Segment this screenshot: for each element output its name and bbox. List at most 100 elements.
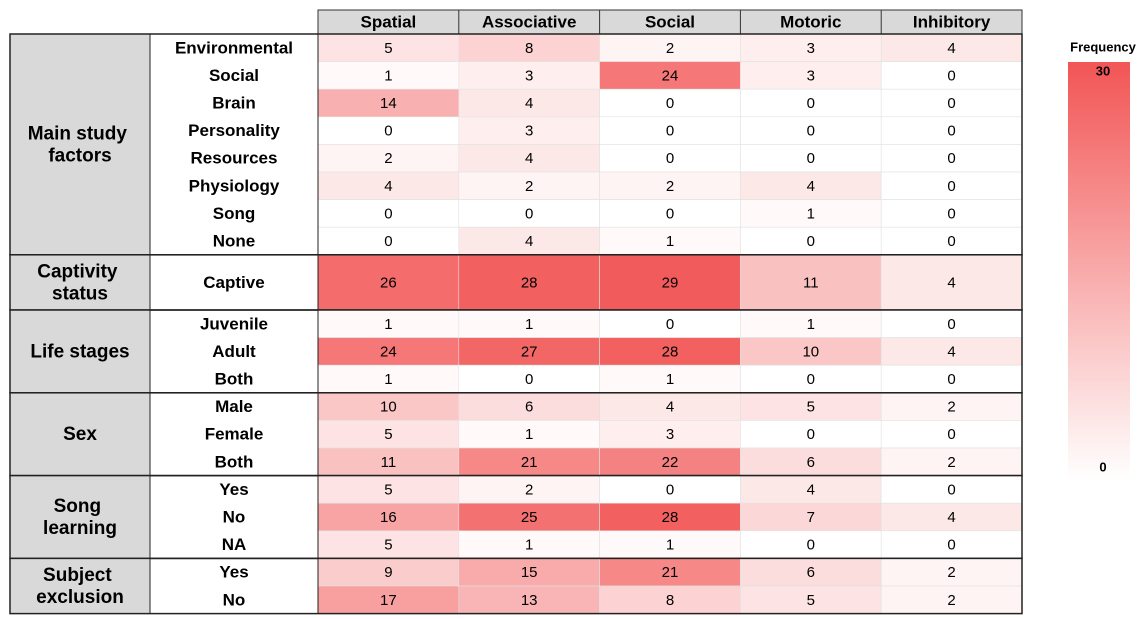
heat-cell xyxy=(880,226,1023,256)
heat-cell xyxy=(740,254,882,311)
cell-value: 0 xyxy=(666,150,674,167)
cell-value: 2 xyxy=(947,592,955,609)
cell-value: 28 xyxy=(662,343,679,360)
cell-value: 2 xyxy=(947,399,955,416)
colorbar-tick-label: 30 xyxy=(1096,63,1110,78)
cell-value: 0 xyxy=(807,537,815,554)
heat-cell xyxy=(458,199,600,228)
cell-value: 14 xyxy=(380,95,397,112)
heat-cell xyxy=(599,88,741,118)
heat-cell xyxy=(317,585,460,614)
cell-value: 9 xyxy=(384,564,392,581)
cell-value: 1 xyxy=(666,537,674,554)
row-label: Environmental xyxy=(175,38,293,57)
heat-cell xyxy=(740,475,882,504)
heat-cell xyxy=(740,392,882,421)
cell-value: 16 xyxy=(380,509,397,526)
cell-value: 2 xyxy=(525,481,533,498)
heat-cell xyxy=(599,33,741,62)
cell-value: 3 xyxy=(807,67,815,84)
cell-value: 17 xyxy=(380,592,397,609)
row-label: Social xyxy=(209,66,259,85)
cell-value: 1 xyxy=(666,233,674,250)
row-label: Adult xyxy=(212,342,256,361)
heat-cell xyxy=(599,475,741,504)
heat-cell xyxy=(599,337,741,366)
cell-value: 0 xyxy=(666,95,674,112)
cell-value: 0 xyxy=(947,481,955,498)
cell-value: 2 xyxy=(384,150,392,167)
cell-value: 28 xyxy=(521,274,538,291)
row-label: Physiology xyxy=(189,176,280,195)
heat-cell xyxy=(740,530,882,559)
heat-cell xyxy=(317,116,460,145)
cell-value: 1 xyxy=(525,316,533,333)
heat-cell xyxy=(317,337,460,366)
heat-cell xyxy=(880,530,1023,559)
cell-value: 4 xyxy=(947,40,955,57)
heat-cell xyxy=(599,420,741,449)
cell-value: 0 xyxy=(666,123,674,140)
heat-cell xyxy=(740,502,882,532)
cell-value: 1 xyxy=(807,205,815,222)
row-label: Brain xyxy=(212,93,255,112)
cell-value: 29 xyxy=(662,274,679,291)
heat-cell xyxy=(317,530,460,559)
heat-cell xyxy=(880,88,1023,118)
cell-value: 4 xyxy=(525,233,533,250)
row-label: Both xyxy=(215,369,254,388)
row-label: None xyxy=(213,231,256,250)
heat-cell xyxy=(599,144,741,173)
cell-value: 0 xyxy=(525,371,533,388)
heat-cell xyxy=(740,337,882,366)
cell-value: 5 xyxy=(384,40,392,57)
cell-value: 0 xyxy=(666,316,674,333)
cell-value: 4 xyxy=(807,481,815,498)
cell-value: 3 xyxy=(807,40,815,57)
heat-cell xyxy=(740,420,882,449)
cell-value: 5 xyxy=(807,399,815,416)
heat-cell xyxy=(880,502,1023,532)
cell-value: 0 xyxy=(807,150,815,167)
heat-cell xyxy=(599,254,741,311)
cell-value: 22 xyxy=(662,454,679,471)
cell-value: 3 xyxy=(525,123,533,140)
heat-cell xyxy=(880,171,1023,200)
heat-cell xyxy=(599,364,741,394)
heat-cell xyxy=(740,33,882,62)
cell-value: 2 xyxy=(666,40,674,57)
heat-cell xyxy=(458,171,600,200)
row-label: Juvenile xyxy=(200,314,268,333)
group-label: Song learning xyxy=(43,496,117,539)
cell-value: 8 xyxy=(525,40,533,57)
group-label-bg xyxy=(10,310,150,393)
heat-cell xyxy=(317,502,460,532)
cell-value: 15 xyxy=(521,564,538,581)
cell-value: 0 xyxy=(947,316,955,333)
group-label-bg xyxy=(10,475,150,559)
cell-value: 0 xyxy=(947,95,955,112)
group-label: Main study factors xyxy=(28,123,133,166)
cell-value: 4 xyxy=(947,274,955,291)
row-label: Yes xyxy=(219,563,248,582)
cell-value: 4 xyxy=(525,150,533,167)
heat-cell xyxy=(317,33,460,62)
heat-cell xyxy=(880,33,1023,62)
heat-cell xyxy=(880,61,1023,90)
cell-value: 0 xyxy=(947,150,955,167)
cell-value: 1 xyxy=(384,371,392,388)
cell-value: 1 xyxy=(384,67,392,84)
group-label-bg xyxy=(10,558,150,614)
heat-cell xyxy=(317,447,460,476)
cell-value: 27 xyxy=(521,343,538,360)
cell-value: 5 xyxy=(807,592,815,609)
column-header: Spatial xyxy=(361,12,417,31)
row-label: Both xyxy=(215,452,254,471)
heat-cell xyxy=(458,447,600,476)
cell-value: 0 xyxy=(947,426,955,443)
cell-value: 11 xyxy=(803,274,819,291)
cell-value: 24 xyxy=(380,343,397,360)
heat-cell xyxy=(740,585,882,614)
cell-value: 4 xyxy=(525,95,533,112)
